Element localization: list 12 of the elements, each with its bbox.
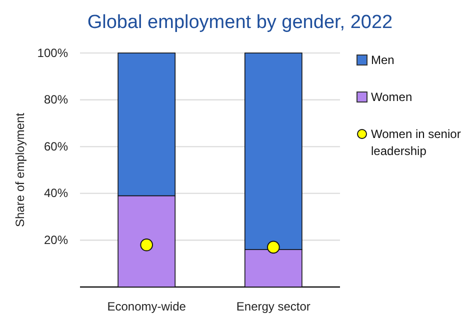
legend-label: Women (371, 90, 412, 104)
y-tick-label: 80% (44, 92, 68, 107)
y-tick-label: 60% (44, 139, 68, 154)
y-tick-label: 100% (37, 46, 68, 60)
legend-label: Women in senior leadership (371, 127, 461, 158)
x-tick-label: Economy-wide (107, 300, 186, 314)
y-tick-label: 40% (44, 186, 68, 200)
y-tick-label: 20% (44, 233, 68, 248)
y-axis-title: Share of employment (13, 112, 27, 228)
legend-label: Men (371, 53, 394, 67)
chart-title: Global employment by gender, 2022 (87, 12, 393, 33)
x-tick-label: Energy sector (236, 300, 310, 314)
